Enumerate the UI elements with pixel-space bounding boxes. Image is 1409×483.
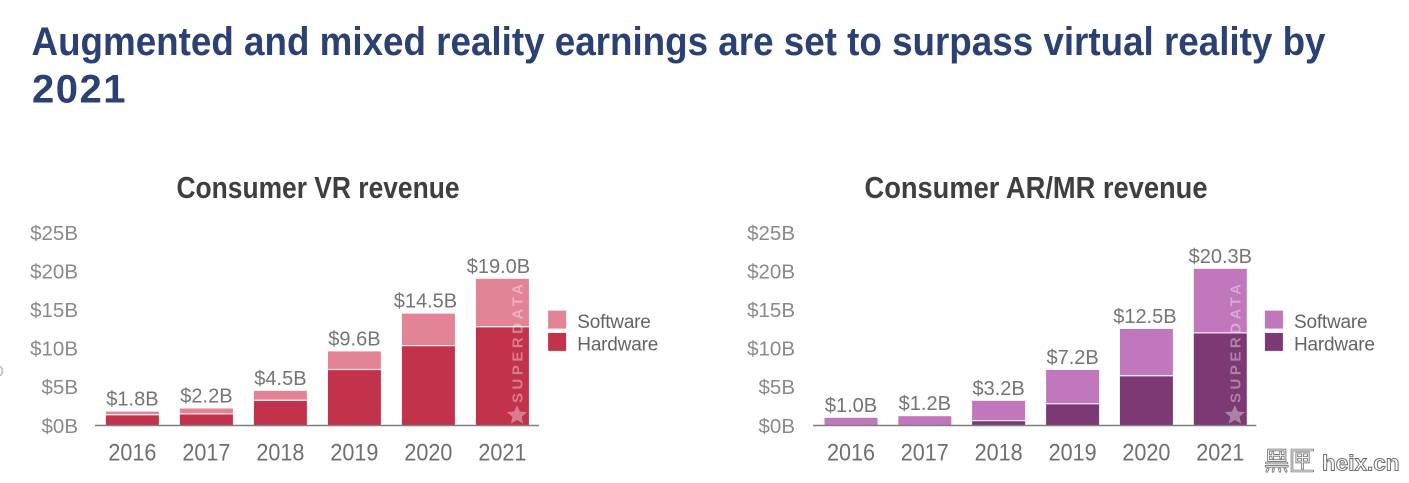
- svg-text:$14.5B: $14.5B: [394, 291, 457, 313]
- svg-text:$1.8B: $1.8B: [106, 389, 158, 411]
- svg-text:2018: 2018: [975, 440, 1023, 467]
- svg-text:2019: 2019: [330, 440, 378, 467]
- svg-text:$25B: $25B: [747, 222, 795, 245]
- svg-text:$10B: $10B: [30, 338, 78, 361]
- svg-text:$10B: $10B: [747, 338, 795, 361]
- svg-text:2020: 2020: [1122, 440, 1170, 467]
- svg-text:$0B: $0B: [759, 415, 795, 438]
- svg-text:2021: 2021: [1196, 440, 1244, 467]
- svg-text:Augmented and mixed reality ea: Augmented and mixed reality earnings are…: [32, 20, 1327, 64]
- svg-text:$7.2B: $7.2B: [1046, 347, 1098, 369]
- svg-text:$5B: $5B: [42, 376, 78, 399]
- svg-text:Consumer AR/MR revenue: Consumer AR/MR revenue: [865, 170, 1208, 205]
- svg-text:Hardware: Hardware: [577, 334, 658, 355]
- svg-text:$15B: $15B: [747, 299, 795, 322]
- svg-text:Consumer VR revenue: Consumer VR revenue: [177, 170, 460, 205]
- svg-text:$20B: $20B: [30, 260, 78, 283]
- svg-text:$0B: $0B: [42, 415, 78, 438]
- svg-text:$2.2B: $2.2B: [180, 386, 232, 408]
- svg-text:$20B: $20B: [747, 260, 795, 283]
- svg-text:2017: 2017: [182, 440, 230, 467]
- svg-text:2016: 2016: [108, 440, 156, 467]
- svg-text:Hardware: Hardware: [1294, 334, 1375, 355]
- svg-text:2020: 2020: [404, 440, 452, 467]
- svg-text:2017: 2017: [901, 440, 949, 467]
- svg-text:2021: 2021: [32, 68, 127, 112]
- svg-text:$3.2B: $3.2B: [972, 378, 1024, 400]
- svg-text:2021: 2021: [478, 440, 526, 467]
- svg-text:SUPERDATA: SUPERDATA: [1227, 280, 1244, 403]
- svg-text:$15B: $15B: [30, 299, 78, 322]
- svg-text:$1.0B: $1.0B: [825, 395, 877, 417]
- svg-text:Software: Software: [1294, 312, 1367, 333]
- svg-text:2016: 2016: [827, 440, 875, 467]
- svg-text:$9.6B: $9.6B: [328, 328, 380, 350]
- svg-text:Software: Software: [577, 312, 650, 333]
- svg-text:$19.0B: $19.0B: [467, 256, 530, 278]
- svg-text:heix.cn: heix.cn: [1322, 451, 1400, 476]
- svg-text:$25B: $25B: [30, 222, 78, 245]
- svg-text:$4.5B: $4.5B: [254, 368, 306, 390]
- svg-text:$20.3B: $20.3B: [1189, 246, 1252, 268]
- svg-text:$12.5B: $12.5B: [1113, 306, 1176, 328]
- svg-text:SUPERDATA: SUPERDATA: [510, 280, 527, 403]
- svg-text:2018: 2018: [256, 440, 304, 467]
- svg-text:$1.2B: $1.2B: [899, 393, 951, 415]
- svg-text:2019: 2019: [1049, 440, 1097, 467]
- svg-text:$5B: $5B: [759, 376, 795, 399]
